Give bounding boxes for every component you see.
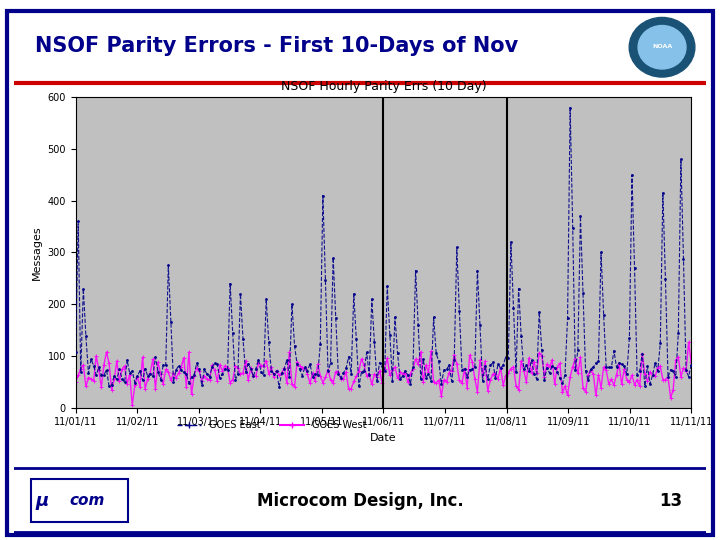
Legend: GOES East, GOES West: GOES East, GOES West bbox=[173, 416, 370, 434]
Title: NSOF Hourly Parity Errs (10 Day): NSOF Hourly Parity Errs (10 Day) bbox=[281, 80, 486, 93]
Text: Microcom Design, Inc.: Microcom Design, Inc. bbox=[256, 491, 464, 510]
Text: com: com bbox=[70, 494, 105, 508]
Y-axis label: Messages: Messages bbox=[32, 225, 42, 280]
Circle shape bbox=[629, 17, 695, 77]
Text: NOAA: NOAA bbox=[652, 44, 672, 49]
Text: μ: μ bbox=[35, 492, 48, 510]
Text: NSOF Parity Errors - First 10-Days of Nov: NSOF Parity Errors - First 10-Days of No… bbox=[35, 36, 518, 56]
X-axis label: Date: Date bbox=[370, 433, 397, 443]
Bar bbox=[31, 480, 127, 522]
Circle shape bbox=[638, 25, 686, 69]
Text: 13: 13 bbox=[660, 491, 683, 510]
